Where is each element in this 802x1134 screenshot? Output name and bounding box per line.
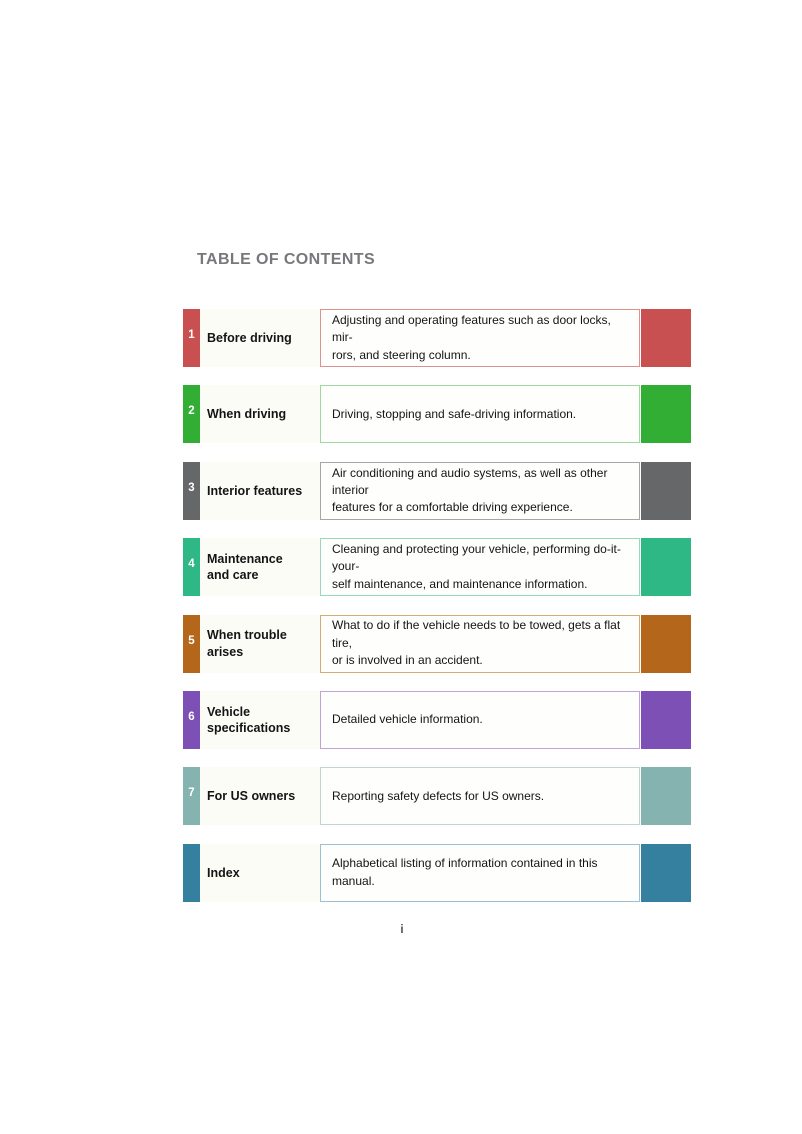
chapter-number: 3 — [188, 481, 195, 494]
chapter-description-box: Detailed vehicle information. — [320, 690, 640, 749]
chapter-tab: 7 — [183, 767, 200, 826]
chapter-title: Vehicle specifications — [207, 704, 291, 735]
chapter-description: Reporting safety defects for US owners. — [332, 788, 545, 803]
chapter-title-cell: Maintenance and care — [200, 538, 320, 597]
chapter-description: Air conditioning and audio systems, as w… — [332, 465, 608, 515]
chapter-number: 6 — [188, 710, 195, 723]
chapter-description-box: What to do if the vehicle needs to be to… — [320, 614, 640, 673]
chapter-tab: 6 — [183, 690, 200, 749]
chapter-title: For US owners — [207, 789, 296, 804]
chapter-title-cell: Vehicle specifications — [200, 690, 320, 749]
chapter-description-box: Driving, stopping and safe-driving infor… — [320, 385, 640, 444]
toc-row-when-trouble-arises: 5 When trouble arises What to do if the … — [183, 614, 691, 673]
chapter-description: Detailed vehicle information. — [332, 712, 483, 727]
chapter-title: When trouble arises — [207, 628, 287, 659]
chapter-title-cell: For US owners — [200, 767, 320, 826]
chapter-description-box: Adjusting and operating features such as… — [320, 309, 640, 367]
chapter-description: Adjusting and operating features such as… — [332, 312, 611, 362]
chapter-color-block — [641, 385, 691, 444]
chapter-tab: 2 — [183, 385, 200, 444]
chapter-number: 1 — [188, 329, 195, 341]
chapter-tab: 4 — [183, 538, 200, 597]
chapter-title-cell: Before driving — [200, 309, 320, 367]
chapter-description: Driving, stopping and safe-driving infor… — [332, 406, 577, 421]
chapter-description: Alphabetical listing of information cont… — [332, 856, 598, 888]
chapter-color-block — [641, 767, 691, 826]
toc-row-interior-features: 3 Interior features Air conditioning and… — [183, 461, 691, 520]
page-number: i — [400, 924, 404, 936]
chapter-number: 4 — [188, 558, 195, 571]
toc-row-for-us-owners: 7 For US owners Reporting safety defects… — [183, 767, 691, 826]
toc-row-maintenance-and-care: 4 Maintenance and care Cleaning and prot… — [183, 538, 691, 597]
chapter-description-box: Air conditioning and audio systems, as w… — [320, 461, 640, 520]
table-of-contents: 1 Before driving Adjusting and operating… — [183, 309, 691, 920]
chapter-number: 2 — [188, 405, 195, 418]
toc-row-index: Index Alphabetical listing of informatio… — [183, 843, 691, 902]
chapter-tab: 3 — [183, 461, 200, 520]
chapter-number: 7 — [188, 787, 195, 800]
toc-row-when-driving: 2 When driving Driving, stopping and saf… — [183, 385, 691, 444]
chapter-color-block — [641, 614, 691, 673]
chapter-color-block — [641, 843, 691, 902]
toc-row-vehicle-specifications: 6 Vehicle specifications Detailed vehicl… — [183, 690, 691, 749]
chapter-color-block — [641, 690, 691, 749]
chapter-description: Cleaning and protecting your vehicle, pe… — [332, 542, 621, 591]
chapter-color-block — [641, 309, 691, 367]
chapter-title: When driving — [207, 407, 287, 422]
chapter-title-cell: Interior features — [200, 461, 320, 520]
chapter-title: Index — [207, 865, 240, 880]
chapter-color-block — [641, 461, 691, 520]
chapter-tab: 1 — [183, 309, 200, 367]
chapter-description-box: Alphabetical listing of information cont… — [320, 843, 640, 902]
chapter-description: What to do if the vehicle needs to be to… — [332, 618, 621, 668]
chapter-tab — [183, 843, 200, 902]
chapter-color-block — [641, 538, 691, 597]
toc-row-before-driving: 1 Before driving Adjusting and operating… — [183, 309, 691, 367]
chapter-title: Interior features — [207, 483, 303, 498]
chapter-description-box: Reporting safety defects for US owners. — [320, 767, 640, 826]
chapter-tab: 5 — [183, 614, 200, 673]
chapter-title: Maintenance and care — [207, 551, 283, 583]
chapter-title: Before driving — [207, 330, 292, 345]
chapter-title-cell: When trouble arises — [200, 614, 320, 673]
chapter-title-cell: Index — [200, 843, 320, 902]
chapter-description-box: Cleaning and protecting your vehicle, pe… — [320, 538, 640, 597]
chapter-title-cell: When driving — [200, 385, 320, 444]
page-title: TABLE OF CONTENTS — [197, 251, 376, 268]
chapter-number: 5 — [188, 634, 195, 647]
